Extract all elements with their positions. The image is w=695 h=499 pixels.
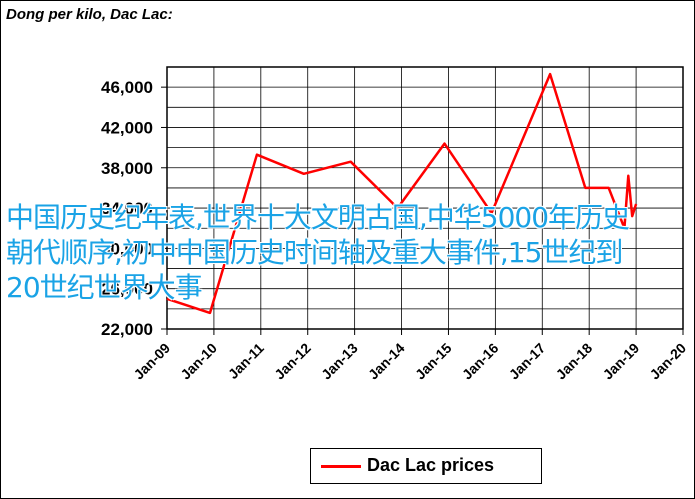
- y-tick-label: 42,000: [101, 118, 153, 137]
- legend: Dac Lac prices: [310, 448, 542, 484]
- y-tick-label: 38,000: [101, 159, 153, 178]
- x-tick-label: Jan-13: [318, 340, 361, 383]
- y-tick-label: 34,000: [101, 199, 153, 218]
- x-tick-label: Jan-17: [506, 340, 549, 383]
- x-tick-label: Jan-11: [225, 340, 267, 382]
- legend-label: Dac Lac prices: [367, 455, 495, 475]
- x-tick-label: Jan-12: [271, 340, 314, 383]
- y-axis-ticks: 22,000 26,000 30,000 34,000 38,000 42,000 46,0…: [101, 78, 167, 339]
- y-tick-label: 26,000: [101, 280, 153, 299]
- x-axis-ticks: Jan-09 Jan-10 Jan-11 Jan-12 Jan-13 Jan-14 Jan-…: [130, 329, 689, 382]
- x-tick-label: Jan-18: [553, 340, 596, 383]
- x-tick-label: Jan-14: [365, 340, 408, 383]
- x-tick-label: Jan-20: [646, 340, 689, 383]
- x-tick-label: Jan-10: [177, 340, 220, 383]
- legend-swatch: [321, 465, 361, 468]
- x-tick-label: Jan-19: [600, 340, 643, 383]
- x-tick-label: Jan-09: [130, 340, 173, 383]
- x-tick-label: Jan-15: [412, 340, 455, 383]
- plot-area: [166, 66, 684, 330]
- overlay-caption: 中国历史纪年表,世界十大文明古国,中华5000年历史朝代顺序,初中中国历史时间轴…: [6, 201, 630, 304]
- y-tick-label: 46,000: [101, 78, 153, 97]
- series-layer: [166, 72, 638, 315]
- chart-title: Dong per kilo, Dac Lac:: [6, 6, 173, 23]
- y-tick-label: 30,000: [101, 239, 153, 258]
- x-tick-label: Jan-16: [459, 340, 502, 383]
- y-tick-label: 22,000: [101, 320, 153, 339]
